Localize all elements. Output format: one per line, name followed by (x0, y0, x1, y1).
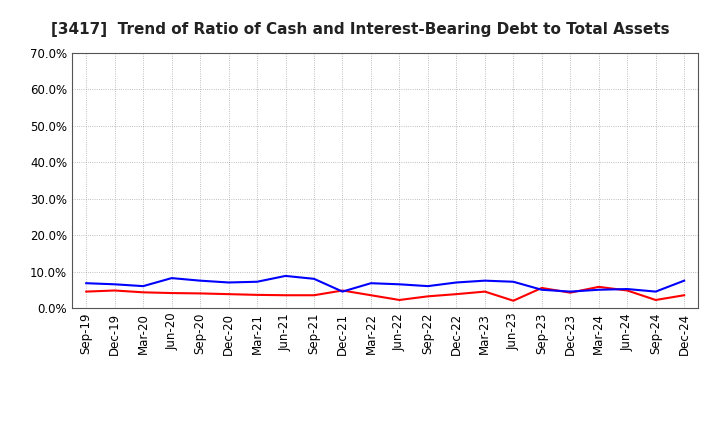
Cash (338, 288, 347, 293)
Interest-Bearing Debt (423, 283, 432, 289)
Cash (566, 290, 575, 295)
Cash (139, 290, 148, 295)
Cash (480, 289, 489, 294)
Interest-Bearing Debt (110, 282, 119, 287)
Interest-Bearing Debt (652, 289, 660, 294)
Interest-Bearing Debt (395, 282, 404, 287)
Interest-Bearing Debt (310, 276, 318, 282)
Cash (595, 284, 603, 290)
Cash (423, 293, 432, 299)
Cash (623, 288, 631, 293)
Interest-Bearing Debt (139, 283, 148, 289)
Interest-Bearing Debt (82, 281, 91, 286)
Cash (282, 293, 290, 298)
Line: Interest-Bearing Debt: Interest-Bearing Debt (86, 276, 684, 292)
Cash (652, 297, 660, 303)
Interest-Bearing Debt (366, 281, 375, 286)
Cash (110, 288, 119, 293)
Interest-Bearing Debt (623, 286, 631, 292)
Cash (537, 285, 546, 290)
Interest-Bearing Debt (595, 287, 603, 293)
Cash (509, 298, 518, 303)
Interest-Bearing Debt (196, 278, 204, 283)
Cash (253, 292, 261, 297)
Cash (395, 297, 404, 303)
Interest-Bearing Debt (566, 289, 575, 294)
Interest-Bearing Debt (680, 278, 688, 283)
Interest-Bearing Debt (537, 287, 546, 293)
Interest-Bearing Debt (452, 280, 461, 285)
Cash (82, 289, 91, 294)
Cash (310, 293, 318, 298)
Cash (225, 292, 233, 297)
Text: [3417]  Trend of Ratio of Cash and Interest-Bearing Debt to Total Assets: [3417] Trend of Ratio of Cash and Intere… (50, 22, 670, 37)
Interest-Bearing Debt (480, 278, 489, 283)
Interest-Bearing Debt (253, 279, 261, 284)
Line: Cash: Cash (86, 287, 684, 301)
Interest-Bearing Debt (282, 273, 290, 279)
Cash (680, 293, 688, 298)
Interest-Bearing Debt (167, 275, 176, 281)
Cash (167, 290, 176, 296)
Interest-Bearing Debt (509, 279, 518, 284)
Cash (366, 293, 375, 298)
Cash (196, 291, 204, 296)
Interest-Bearing Debt (225, 280, 233, 285)
Interest-Bearing Debt (338, 289, 347, 294)
Cash (452, 292, 461, 297)
